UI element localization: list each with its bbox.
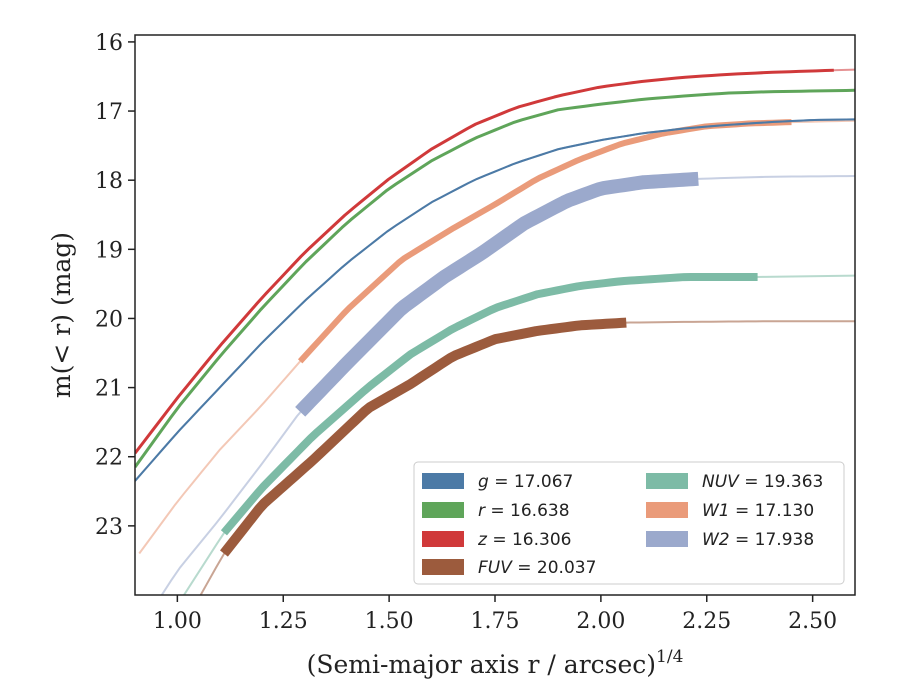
- legend-label-r: r = 16.638: [478, 501, 570, 521]
- series-w2: [160, 171, 855, 595]
- x-tick-label: 1.00: [153, 609, 202, 634]
- series-fuv-measured-band: [220, 317, 627, 557]
- x-tick-label: 1.75: [471, 609, 520, 634]
- series-layer: [135, 68, 855, 595]
- series-g: [135, 118, 855, 482]
- legend-swatch-r: [422, 502, 464, 518]
- y-tick-label: 17: [95, 100, 123, 125]
- legend-frame: [413, 461, 845, 585]
- series-w2-measured-band: [295, 171, 701, 417]
- y-tick-label: 16: [95, 31, 123, 56]
- ticks-layer: 1.00 1.25 1.50 1.75 2.00 2.25 2.50 16 17 18 19 20 21…: [95, 31, 837, 634]
- y-axis-label: m(< r) (mag): [47, 232, 76, 398]
- legend-label-g: g = 17.067: [478, 472, 573, 492]
- legend: g = 17.067 r = 16.638 z = 16.306 FUV = 20.0…: [413, 461, 845, 585]
- series-r-measured-band: [135, 88, 855, 468]
- y-tick-label: 20: [95, 307, 123, 332]
- y-tick-label: 19: [95, 238, 123, 263]
- legend-swatch-z: [422, 531, 464, 547]
- legend-label-fuv: FUV = 20.037: [478, 558, 596, 578]
- x-tick-label: 2.50: [788, 609, 837, 634]
- series-nuv: [182, 272, 855, 595]
- legend-swatch-w2: [646, 531, 688, 547]
- series-fuv: [199, 317, 855, 595]
- y-tick-label: 18: [95, 169, 123, 194]
- legend-swatch-w1: [646, 502, 688, 518]
- legend-swatch-g: [422, 473, 464, 489]
- series-g-model-line: [135, 118, 855, 482]
- series-z-measured-band: [135, 68, 834, 455]
- legend-label-w1: W1 = 17.130: [702, 501, 814, 521]
- legend-label-w2: W2 = 17.938: [702, 530, 814, 550]
- legend-swatch-nuv: [646, 473, 688, 489]
- y-tick-label: 22: [95, 446, 123, 471]
- x-tick-label: 2.25: [682, 609, 731, 634]
- x-axis-label-main: (Semi-major axis r / arcsec): [307, 650, 656, 679]
- series-r: [135, 88, 855, 468]
- legend-swatch-fuv: [422, 559, 464, 575]
- series-nuv-measured-band: [220, 272, 758, 536]
- x-tick-label: 1.25: [259, 609, 308, 634]
- series-z: [135, 68, 855, 455]
- y-tick-label: 23: [95, 515, 123, 540]
- series-g-measured-band: [135, 118, 855, 482]
- legend-label-z: z = 16.306: [477, 530, 571, 550]
- x-tick-label: 2.00: [576, 609, 625, 634]
- x-axis-label: (Semi-major axis r / arcsec)1/4: [307, 647, 684, 679]
- legend-label-nuv: NUV = 19.363: [702, 472, 823, 492]
- y-tick-label: 21: [95, 377, 123, 402]
- x-axis-label-exponent: 1/4: [656, 647, 683, 667]
- series-z-model-line: [135, 68, 855, 454]
- x-tick-label: 1.50: [365, 609, 414, 634]
